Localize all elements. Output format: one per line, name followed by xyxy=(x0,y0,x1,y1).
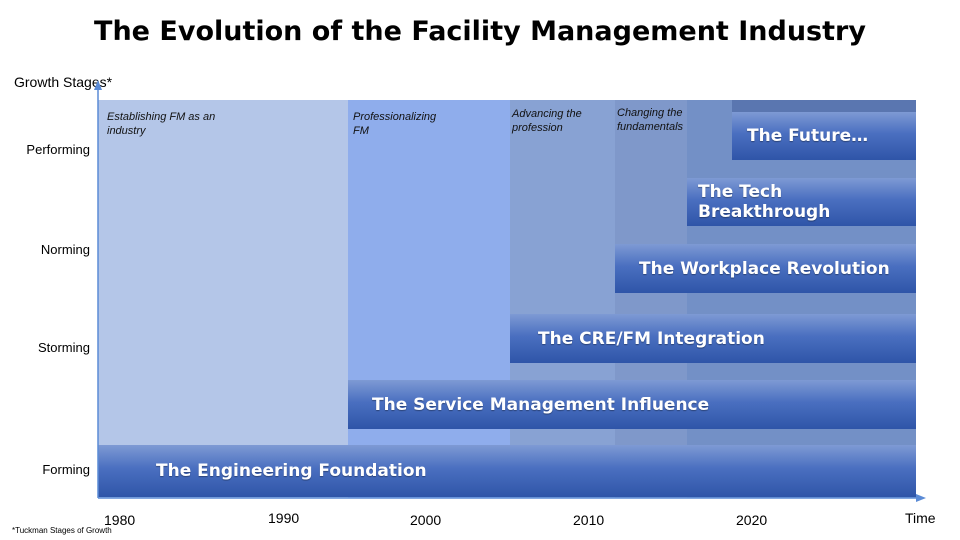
y-axis-arrow xyxy=(94,80,102,90)
tick-2000: 2000 xyxy=(410,512,442,528)
band-label: The CRE/FM Integration xyxy=(538,328,765,349)
page-title: The Evolution of the Facility Management… xyxy=(94,16,866,47)
band-tech-breakthrough: The Tech Breakthrough xyxy=(687,178,916,226)
band-label: The Service Management Influence xyxy=(372,394,710,415)
era-advancing xyxy=(510,100,615,498)
tick-2020: 2020 xyxy=(736,512,768,528)
era-establishing xyxy=(98,100,348,498)
era-recent xyxy=(687,100,916,498)
band-future: The Future… xyxy=(732,112,916,160)
stage-performing: Performing xyxy=(26,142,90,157)
stage-forming: Forming xyxy=(42,462,90,477)
x-axis-label: Time xyxy=(905,510,936,526)
band-label: The Workplace Revolution xyxy=(639,258,890,279)
band-label: The Engineering Foundation xyxy=(156,461,427,481)
band-label: The Tech Breakthrough xyxy=(698,182,831,222)
era-professionalizing xyxy=(348,100,510,498)
era-label-changing: Changing the fundamentals xyxy=(617,107,684,134)
era-future-top xyxy=(732,100,916,112)
era-label-establishing: Establishing FM as an industry xyxy=(107,111,216,138)
stage-storming: Storming xyxy=(37,340,90,355)
band-label: The Future… xyxy=(747,126,869,146)
era-label-advancing: Advancing the profession xyxy=(512,108,582,135)
band-workplace-revolution: The Workplace Revolution xyxy=(615,244,916,293)
era-changing xyxy=(615,100,687,498)
stage-norming: Norming xyxy=(40,242,90,257)
y-axis-label: Growth Stages* xyxy=(14,74,113,90)
era-label-professionalizing: Professionalizing FM xyxy=(353,111,437,138)
footnote: *Tuckman Stages of Growth xyxy=(12,526,112,535)
band-engineering-foundation: The Engineering Foundation xyxy=(98,445,916,497)
tick-2010: 2010 xyxy=(573,512,605,528)
tick-1990: 1990 xyxy=(268,510,300,526)
x-axis-arrow xyxy=(916,494,926,502)
band-service-management: The Service Management Influence xyxy=(348,380,916,429)
tick-1980: 1980 xyxy=(104,512,136,528)
band-cre-fm-integration: The CRE/FM Integration xyxy=(510,314,916,363)
